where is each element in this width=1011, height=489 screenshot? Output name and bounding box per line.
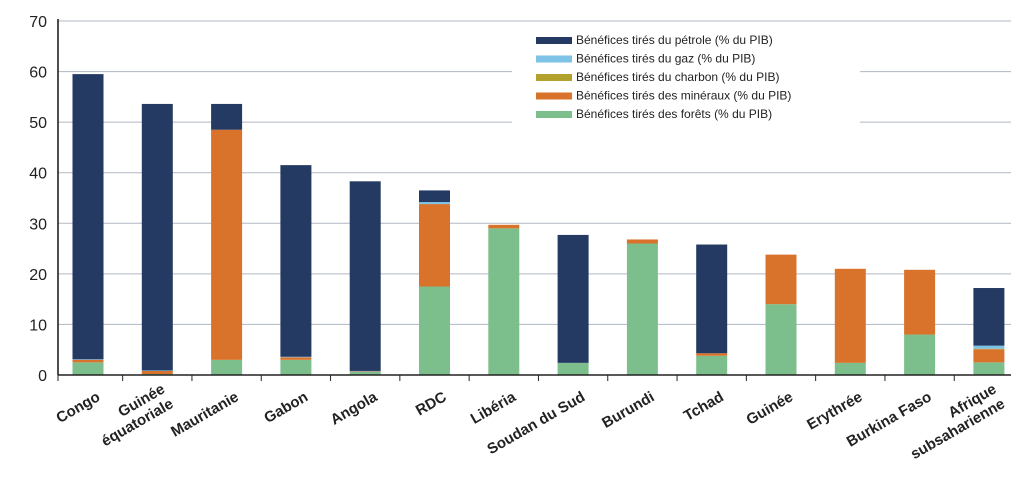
x-tick-label-line: Congo xyxy=(53,388,103,426)
bar-segment xyxy=(973,349,1005,363)
x-tick-label-line: Tchad xyxy=(681,388,727,424)
bar-segment xyxy=(211,129,243,360)
bar-segment xyxy=(72,359,104,363)
bar-segment xyxy=(765,254,797,305)
x-tick-label-line: Guinée xyxy=(743,388,796,428)
bar-segment xyxy=(696,244,728,354)
x-tick-label-line: RDC xyxy=(413,388,450,419)
bar-segment xyxy=(488,224,520,229)
y-tick-label: 20 xyxy=(29,267,47,284)
legend-swatch xyxy=(536,92,572,100)
bar-segment xyxy=(904,269,936,335)
y-tick-label: 40 xyxy=(29,166,47,183)
bar-segment xyxy=(211,359,243,375)
y-tick-label: 70 xyxy=(29,14,47,31)
x-tick-label: Libéria xyxy=(468,388,520,428)
bar-segment xyxy=(72,74,104,360)
bar-segment xyxy=(834,362,866,375)
bar-segment xyxy=(349,371,381,375)
bar-segment xyxy=(72,359,104,360)
bar-segment xyxy=(419,286,450,375)
bar-segment xyxy=(626,243,658,375)
x-tick-label-line: Mauritanie xyxy=(168,388,241,440)
bar-segment xyxy=(419,190,450,203)
bar-segment xyxy=(141,370,173,374)
bar-segment xyxy=(557,234,589,363)
bar-segment xyxy=(973,348,1005,350)
x-tick-label: Tchad xyxy=(681,388,727,424)
y-tick-label: 10 xyxy=(29,317,47,334)
legend-swatch xyxy=(536,111,572,118)
x-tick-label: Guinée xyxy=(743,388,796,428)
x-tick-label: Congo xyxy=(53,388,103,426)
bar-segment xyxy=(557,362,589,375)
bar-segment xyxy=(349,181,381,371)
bar-segment xyxy=(349,370,381,372)
legend-swatch xyxy=(536,37,572,44)
x-tick-label: Angola xyxy=(328,388,381,428)
bar-segment xyxy=(419,202,450,205)
x-tick-label-line: Libéria xyxy=(468,388,520,428)
legend-label: Bénéfices tirés des forêts (% du PIB) xyxy=(576,107,772,121)
x-tick-label-line: Erythrée xyxy=(804,388,865,433)
legend-swatch xyxy=(536,74,572,81)
bar-segment xyxy=(72,362,104,375)
bar-segment xyxy=(280,357,312,360)
legend-label: Bénéfices tirés du pétrole (% du PIB) xyxy=(576,33,773,47)
bar-segment xyxy=(973,362,1005,375)
bar-segment xyxy=(488,228,520,375)
legend-label: Bénéfices tirés des minéraux (% du PIB) xyxy=(576,89,791,103)
bar-segment xyxy=(765,304,797,375)
axes xyxy=(57,19,1011,381)
x-tick-label-line: Burundi xyxy=(599,388,657,431)
bar-segment xyxy=(626,239,658,244)
bar-segment xyxy=(973,288,1005,346)
legend-label: Bénéfices tirés du gaz (% du PIB) xyxy=(576,52,755,66)
bar-segment xyxy=(349,371,381,372)
legend-swatch xyxy=(536,55,572,63)
bar-segment xyxy=(696,353,728,356)
bar-segment xyxy=(141,103,173,371)
x-tick-label: Mauritanie xyxy=(168,388,241,440)
x-tick-label-line: Angola xyxy=(328,388,381,428)
x-tick-label: Burundi xyxy=(599,388,657,431)
bars xyxy=(72,74,1005,375)
bar-segment xyxy=(280,165,312,357)
x-tick-label: Gabon xyxy=(261,388,311,426)
y-tick-labels: 0 10 20 30 40 50 60 70 xyxy=(29,14,47,385)
bar-segment xyxy=(973,345,1005,349)
bar-segment xyxy=(280,359,312,375)
bar-segment xyxy=(904,334,936,375)
bar-segment xyxy=(419,204,450,287)
y-tick-label: 60 xyxy=(29,65,47,82)
bar-segment xyxy=(280,356,312,358)
bar-segment xyxy=(141,370,173,371)
bar-segment xyxy=(696,355,728,375)
y-tick-label: 0 xyxy=(38,368,47,385)
x-tick-label-line: Gabon xyxy=(261,388,311,426)
legend-label: Bénéfices tirés du charbon (% du PIB) xyxy=(576,70,779,84)
legend: Bénéfices tirés du pétrole (% du PIB) Bén… xyxy=(512,28,860,124)
x-tick-label: Erythrée xyxy=(804,388,865,433)
bar-segment xyxy=(211,103,243,130)
y-tick-label: 50 xyxy=(29,115,47,132)
x-tick-label: RDC xyxy=(413,388,450,419)
bar-segment xyxy=(834,268,866,363)
y-tick-label: 30 xyxy=(29,216,47,233)
